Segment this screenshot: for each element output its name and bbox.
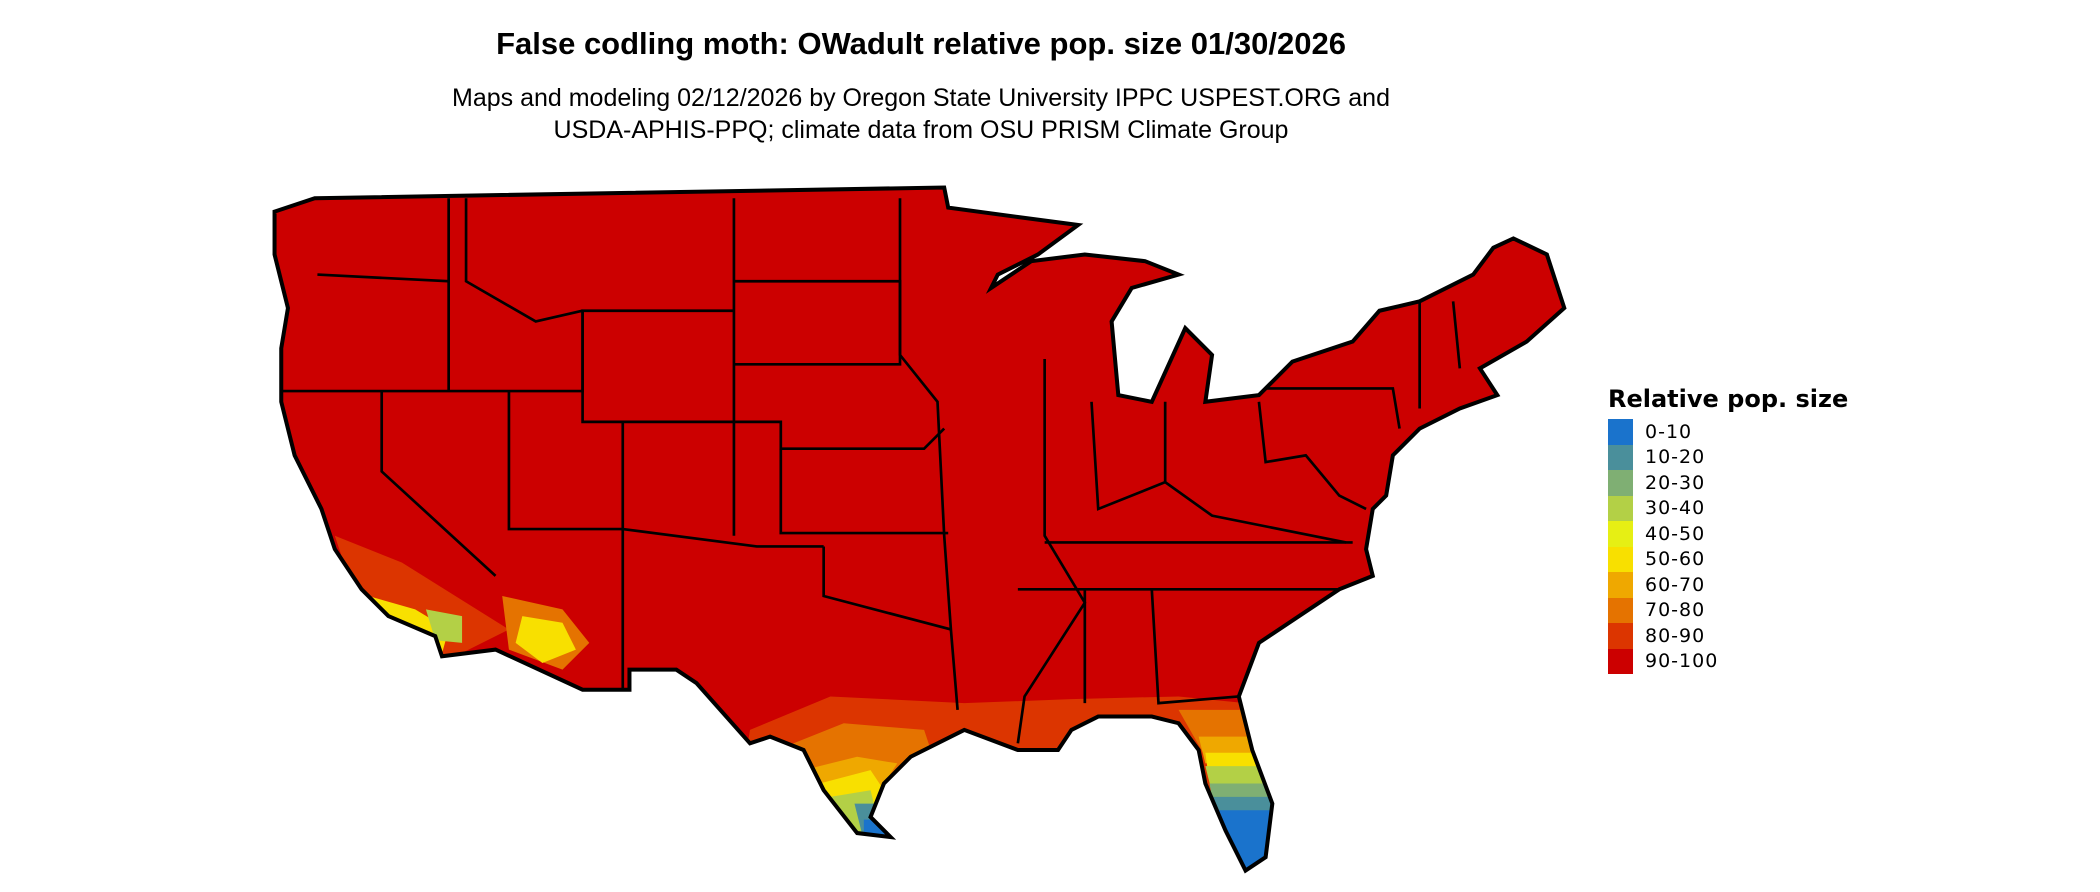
legend-item: 60-70 (1608, 572, 1848, 598)
map-subtitle-line2: USDA-APHIS-PPQ; climate data from OSU PR… (553, 116, 1289, 144)
map-subtitle-line1: Maps and modeling 02/12/2026 by Oregon S… (452, 84, 1390, 112)
state-borders (281, 198, 1462, 744)
legend-label: 30-40 (1645, 497, 1706, 520)
legend-label: 50-60 (1645, 548, 1706, 571)
legend-item: 10-20 (1608, 444, 1848, 470)
legend-item: 20-30 (1608, 470, 1848, 496)
legend-item: 80-90 (1608, 623, 1848, 649)
legend-label: 10-20 (1645, 446, 1706, 469)
legend-swatch (1608, 572, 1633, 598)
legend-swatch (1608, 444, 1633, 470)
us-outline (272, 185, 1567, 874)
legend-item: 70-80 (1608, 597, 1848, 623)
us-land-90-100 (274, 187, 1565, 871)
legend-swatch (1608, 495, 1633, 521)
legend-swatch (1608, 597, 1633, 623)
legend-title: Relative pop. size (1608, 385, 1849, 413)
legend-item: 0-10 (1608, 419, 1848, 445)
legend-label: 20-30 (1645, 471, 1706, 494)
map-title: False codling moth: OWadult relative pop… (496, 26, 1346, 61)
zone-50-60-arizona (515, 616, 576, 663)
legend-swatch (1608, 623, 1633, 649)
legend-swatch (1608, 419, 1633, 445)
legend-label: 60-70 (1645, 573, 1706, 596)
legend-label: 90-100 (1645, 650, 1719, 673)
legend-item: 30-40 (1608, 495, 1848, 521)
legend-swatch (1608, 521, 1633, 547)
legend-item: 50-60 (1608, 546, 1848, 572)
legend-item: 90-100 (1608, 648, 1848, 674)
legend-item: 40-50 (1608, 521, 1848, 547)
map-legend: Relative pop. size 0-10 10-20 20-30 30-40 40… (1608, 385, 1848, 674)
legend-label: 80-90 (1645, 624, 1706, 647)
legend-swatch (1608, 648, 1633, 674)
legend-swatch (1608, 546, 1633, 572)
zone-80-90-california (334, 535, 509, 663)
legend-label: 0-10 (1645, 420, 1693, 443)
legend-label: 40-50 (1645, 522, 1706, 545)
legend-swatch (1608, 470, 1633, 496)
legend-label: 70-80 (1645, 599, 1706, 622)
